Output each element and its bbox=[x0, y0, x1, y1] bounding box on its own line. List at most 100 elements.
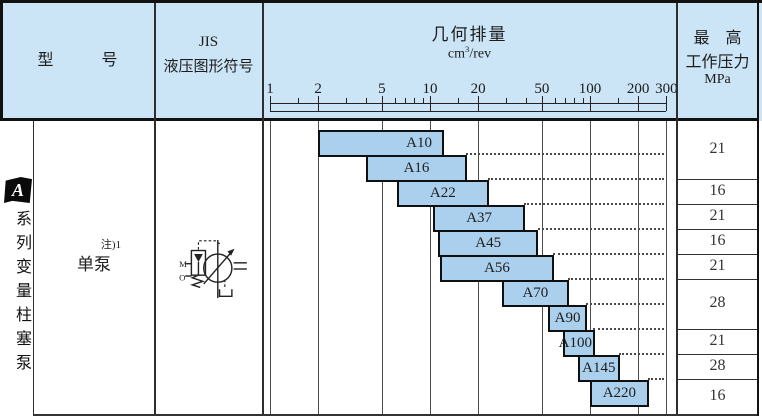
series-vertical-label: 系列变量柱塞泵 bbox=[13, 210, 30, 378]
displacement-bar: A56 bbox=[440, 255, 554, 282]
pressure-row-separator bbox=[677, 379, 758, 380]
leader-line bbox=[537, 228, 664, 230]
valve-triangle bbox=[194, 254, 203, 262]
chart-unit: cm3/rev bbox=[262, 44, 677, 63]
axis-tick-label: 2 bbox=[314, 81, 322, 97]
major-tick bbox=[666, 96, 668, 111]
pump-circle bbox=[203, 253, 233, 283]
right-border bbox=[757, 0, 759, 416]
pump-type-cell: 注)1 单泵 bbox=[33, 236, 155, 276]
pressure-value: 28 bbox=[709, 356, 726, 374]
log-axis: 1 2 5 10 20 50 100 200 300 bbox=[0, 0, 762, 121]
axis-tick-label: 1 bbox=[266, 81, 274, 97]
minor-tick bbox=[298, 98, 300, 104]
pressure-value: 16 bbox=[709, 386, 726, 404]
axis-tick-label: 300 bbox=[655, 81, 678, 97]
unit-exponent: 3 bbox=[465, 44, 470, 54]
pilot-dashed-line bbox=[197, 240, 221, 250]
leader-line bbox=[552, 253, 664, 255]
pressure-row-separator bbox=[677, 354, 758, 355]
series-a-logo: A bbox=[4, 177, 32, 203]
leader-line bbox=[618, 353, 664, 355]
axis-tick-label: 20 bbox=[470, 81, 486, 97]
major-tick bbox=[478, 96, 480, 111]
pressure-column-header-line1: 最 高 bbox=[693, 30, 742, 47]
divider-model-symbol bbox=[154, 3, 156, 414]
chart-title: 几何排量 bbox=[431, 25, 508, 44]
tank-icon bbox=[218, 289, 233, 297]
port-label-m: M bbox=[179, 259, 187, 269]
control-valve-box bbox=[190, 249, 207, 276]
series-a-logo-letter: A bbox=[11, 179, 24, 200]
minor-tick bbox=[422, 98, 424, 104]
variable-arrow bbox=[203, 250, 234, 285]
pressure-value: 21 bbox=[709, 331, 726, 349]
pressure-row-separator bbox=[677, 204, 758, 205]
divider-series bbox=[33, 121, 34, 414]
pressure-value: 21 bbox=[709, 140, 726, 157]
gridline bbox=[430, 121, 431, 414]
leader-line bbox=[647, 378, 664, 380]
bar-label: A16 bbox=[403, 160, 430, 176]
leader-line bbox=[523, 203, 664, 205]
bar-label: A22 bbox=[429, 185, 456, 201]
major-tick bbox=[381, 96, 383, 111]
pressure-column-header-line2: 工作压力 bbox=[685, 54, 750, 71]
minor-tick bbox=[565, 98, 567, 104]
minor-tick bbox=[366, 98, 368, 104]
leader-line bbox=[487, 178, 664, 180]
minor-tick bbox=[526, 98, 528, 104]
minor-tick bbox=[458, 98, 460, 104]
leader-line bbox=[585, 303, 664, 305]
pressure-value: 16 bbox=[709, 181, 726, 199]
spring bbox=[190, 274, 206, 289]
unit-rest: /rev bbox=[469, 46, 492, 62]
bar-label: A220 bbox=[602, 385, 637, 401]
gridline bbox=[270, 121, 271, 414]
major-tick bbox=[541, 96, 543, 111]
pressure-value: 21 bbox=[709, 256, 726, 274]
gridline bbox=[638, 121, 640, 414]
pressure-row-separator bbox=[677, 329, 758, 330]
leader-line bbox=[465, 153, 664, 155]
leader-line bbox=[568, 278, 664, 280]
port-label-o: O bbox=[179, 272, 185, 282]
divider-chart-pressure bbox=[676, 3, 678, 414]
pressure-value: 16 bbox=[709, 231, 726, 249]
variable-pump-symbol-icon: M O bbox=[179, 239, 247, 299]
major-tick bbox=[318, 96, 320, 111]
axis-line bbox=[270, 103, 666, 104]
leader-line bbox=[593, 328, 664, 330]
unit-base: cm bbox=[447, 46, 465, 62]
minor-tick bbox=[506, 98, 508, 104]
pressure-value: 21 bbox=[709, 206, 726, 224]
displacement-bar: A90 bbox=[548, 305, 587, 332]
pump-type-label: 单泵 bbox=[77, 255, 111, 274]
axis-tick-label: 50 bbox=[534, 81, 550, 97]
axis-tick-label: 200 bbox=[626, 81, 650, 97]
pressure-row-separator bbox=[677, 279, 758, 280]
gridline bbox=[666, 121, 668, 414]
bar-label: A10 bbox=[406, 135, 432, 151]
bar-label: A37 bbox=[466, 210, 493, 226]
gridline bbox=[381, 121, 383, 414]
bottom-border bbox=[33, 414, 759, 416]
table-header-background bbox=[0, 0, 762, 121]
symbol-column-header-line1: JIS bbox=[198, 34, 219, 50]
arrowhead bbox=[227, 248, 235, 256]
minor-tick bbox=[394, 98, 396, 104]
gridline bbox=[318, 121, 320, 414]
left-border bbox=[0, 0, 3, 121]
bar-label: A145 bbox=[582, 360, 616, 376]
header-bottom-border bbox=[0, 118, 759, 121]
axis-tick-label: 10 bbox=[422, 81, 438, 97]
model-column-header: 型 号 bbox=[37, 52, 118, 69]
major-tick bbox=[270, 96, 271, 111]
major-tick bbox=[638, 96, 640, 111]
minor-tick bbox=[574, 98, 576, 104]
minor-tick bbox=[582, 98, 584, 104]
minor-tick bbox=[405, 98, 407, 104]
